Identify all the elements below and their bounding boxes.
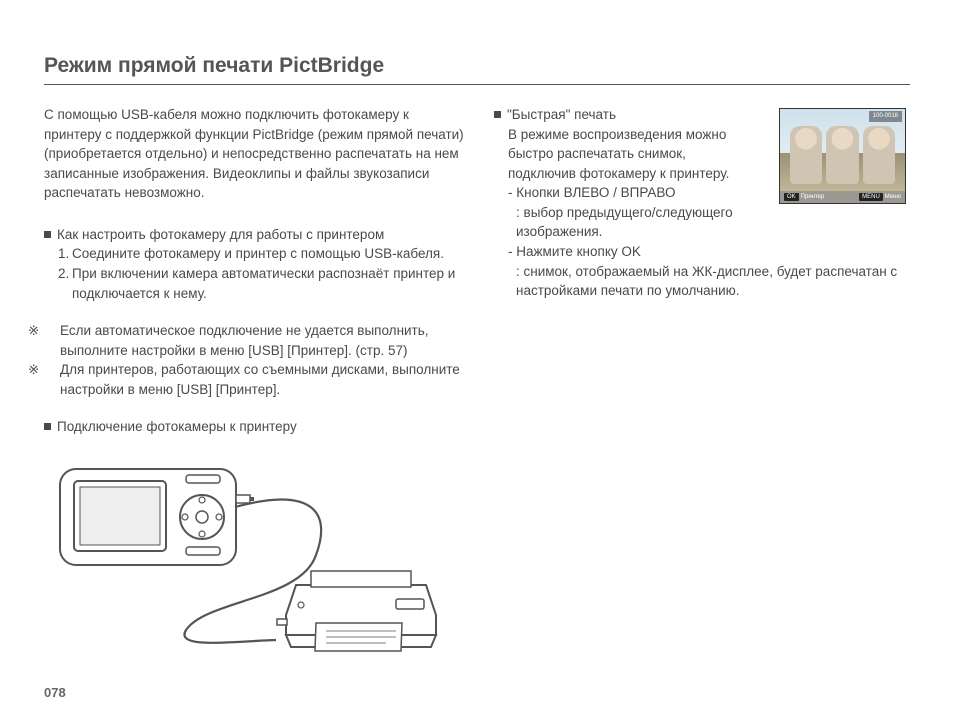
lcd-preview-thumbnail: 100-0018 OKПринтер MENUМеню bbox=[779, 108, 906, 204]
page-title: Режим прямой печати PictBridge bbox=[44, 54, 910, 85]
step-2: 2.При включении камера автоматически рас… bbox=[44, 264, 464, 303]
ok-button-line: - Нажмите кнопку OK bbox=[494, 242, 754, 262]
note-1: ※Если автоматическое подключение не удае… bbox=[44, 321, 464, 360]
step-1: 1.Соедините фотокамеру и принтер с помощ… bbox=[44, 244, 464, 264]
printer-icon bbox=[276, 565, 446, 660]
lr-buttons-desc: : выбор предыдущего/следующего изображен… bbox=[494, 203, 754, 242]
howto-title-text: Как настроить фотокамеру для работы с пр… bbox=[57, 227, 384, 242]
camera-icon bbox=[56, 455, 256, 575]
howto-heading: Как настроить фотокамеру для работы с пр… bbox=[44, 225, 464, 245]
square-bullet-icon bbox=[494, 111, 501, 118]
ok-button-desc: : снимок, отображаемый на ЖК-дисплее, бу… bbox=[494, 262, 906, 301]
page-number: 078 bbox=[44, 685, 66, 700]
square-bullet-icon bbox=[44, 231, 51, 238]
ok-hint: OKПринтер bbox=[784, 191, 824, 203]
camera-printer-diagram bbox=[56, 455, 426, 660]
quick-print-heading: "Быстрая" печать bbox=[494, 105, 754, 125]
quick-print-title-text: "Быстрая" печать bbox=[507, 107, 616, 122]
square-bullet-icon bbox=[44, 423, 51, 430]
image-counter: 100-0018 bbox=[869, 111, 902, 122]
menu-hint: MENUМеню bbox=[859, 191, 901, 203]
right-column: 100-0018 OKПринтер MENUМеню "Быстрая" пе… bbox=[494, 105, 906, 660]
intro-paragraph: С помощью USB-кабеля можно подключить фо… bbox=[44, 105, 464, 203]
quick-print-body: В режиме воспроизведения можно быстро ра… bbox=[494, 125, 754, 184]
lr-buttons-line: - Кнопки ВЛЕВО / ВПРАВО bbox=[494, 183, 754, 203]
connect-heading: Подключение фотокамеры к принтеру bbox=[44, 417, 464, 437]
left-column: С помощью USB-кабеля можно подключить фо… bbox=[44, 105, 464, 660]
connect-title-text: Подключение фотокамеры к принтеру bbox=[57, 419, 297, 434]
note-2: ※Для принтеров, работающих со съемными д… bbox=[44, 360, 464, 399]
